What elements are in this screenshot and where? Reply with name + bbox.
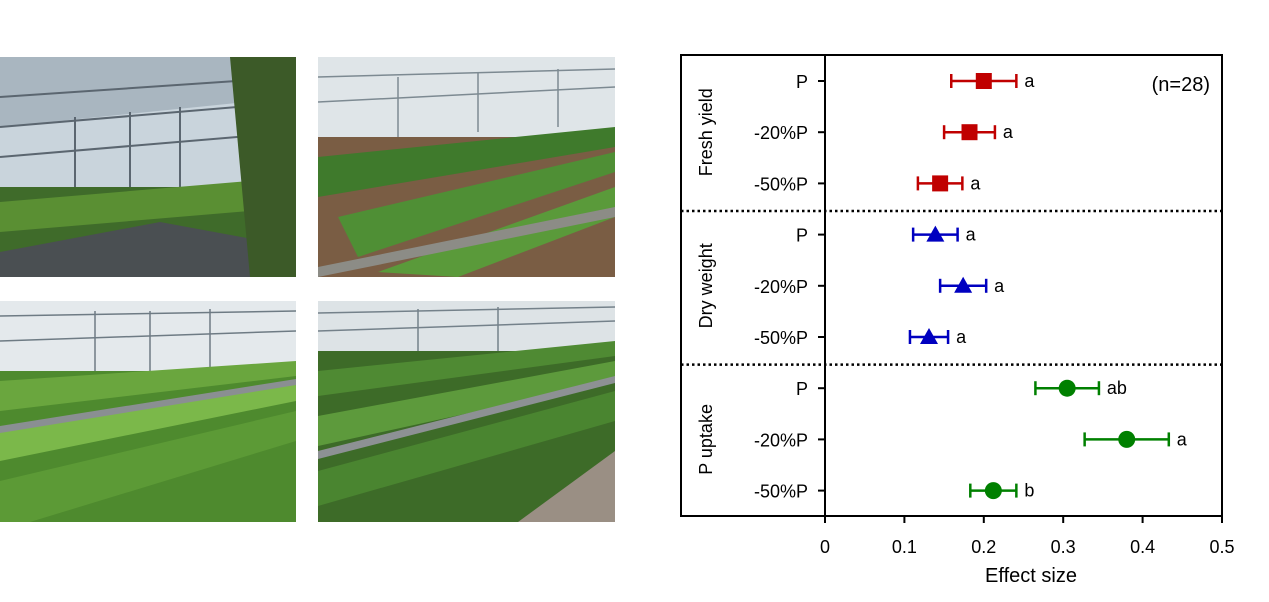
row-label: -20%P xyxy=(754,277,808,297)
plot-frame xyxy=(680,54,1223,517)
significance-letter: a xyxy=(970,173,981,193)
row-label: -50%P xyxy=(754,174,808,194)
data-point-square xyxy=(932,175,949,192)
sample-size-annotation: (n=28) xyxy=(1152,74,1210,96)
row-label: P xyxy=(796,72,808,92)
data-point-square xyxy=(961,124,978,141)
group-label: Dry weight xyxy=(696,243,716,328)
x-tick-label: 0.2 xyxy=(971,537,996,557)
significance-letter: a xyxy=(1024,71,1035,91)
significance-letter: b xyxy=(1024,481,1034,501)
significance-letter: a xyxy=(1003,122,1014,142)
greenhouse-photo-bottom-left xyxy=(0,301,296,522)
significance-letter: a xyxy=(966,225,977,245)
x-tick-label: 0.5 xyxy=(1209,537,1234,557)
data-point-circle xyxy=(1118,430,1136,448)
greenhouse-photo-top-left xyxy=(0,57,296,277)
row-label: P xyxy=(796,379,808,399)
data-point-square xyxy=(975,73,992,89)
data-point-triangle xyxy=(920,328,939,344)
row-label: -20%P xyxy=(754,123,808,143)
x-tick-label: 0.3 xyxy=(1051,537,1076,557)
row-label: -50%P xyxy=(754,328,808,348)
row-label: -20%P xyxy=(754,430,808,450)
x-tick-label: 0.1 xyxy=(892,537,917,557)
significance-letter: a xyxy=(1177,429,1188,449)
data-point-triangle xyxy=(926,225,945,242)
significance-letter: a xyxy=(994,276,1005,296)
significance-letter: a xyxy=(956,327,967,347)
significance-letter: ab xyxy=(1107,378,1127,398)
x-axis-label: Effect size xyxy=(985,565,1077,587)
row-label: -50%P xyxy=(754,482,808,502)
data-point-circle xyxy=(984,482,1002,500)
x-tick-label: 0.4 xyxy=(1130,537,1155,557)
x-tick-label: 0 xyxy=(820,537,830,557)
greenhouse-photo-bottom-right xyxy=(318,301,615,522)
greenhouse-photo-top-right xyxy=(318,57,615,277)
data-point-triangle xyxy=(954,276,973,293)
group-label: P uptake xyxy=(696,404,716,475)
row-label: P xyxy=(796,226,808,246)
data-point-circle xyxy=(1058,379,1076,397)
group-label: Fresh yield xyxy=(696,88,716,176)
